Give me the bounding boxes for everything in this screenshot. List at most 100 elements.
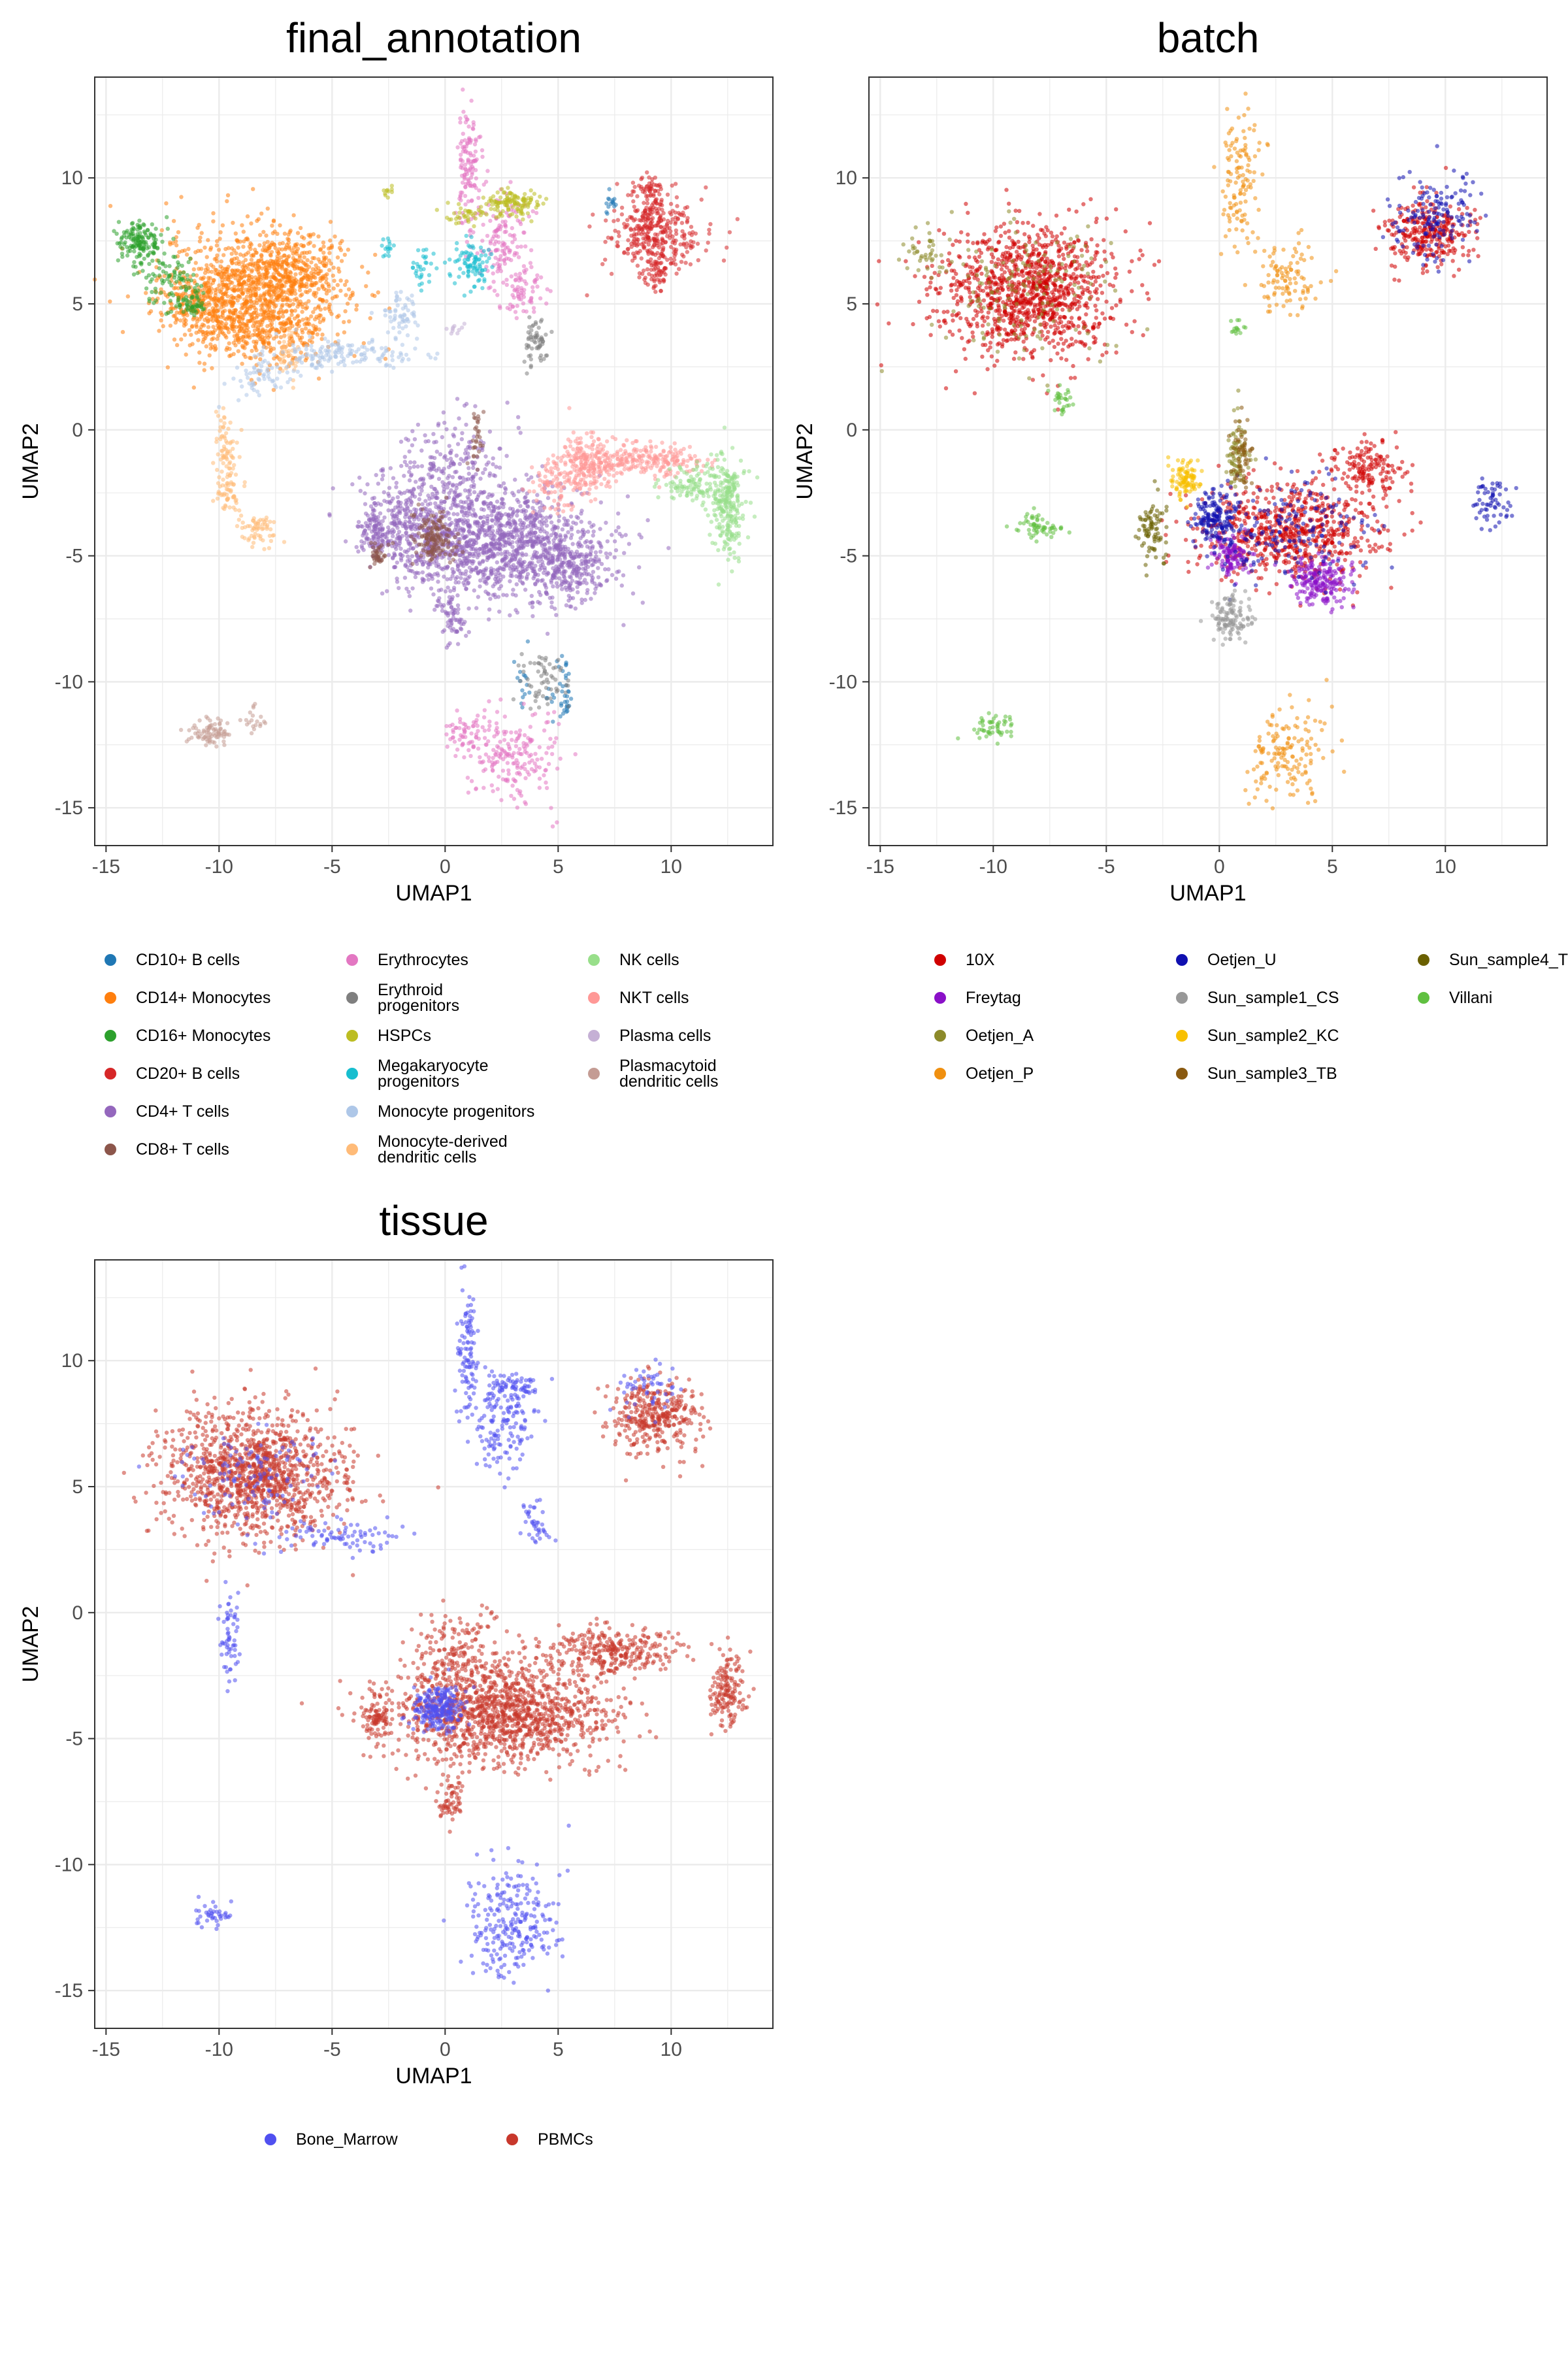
data-point bbox=[185, 313, 189, 317]
data-point bbox=[579, 437, 583, 440]
data-point bbox=[640, 176, 644, 180]
data-point bbox=[482, 515, 486, 519]
data-point bbox=[476, 570, 480, 574]
data-point bbox=[481, 559, 485, 563]
data-point bbox=[579, 536, 583, 540]
data-point bbox=[563, 480, 567, 484]
data-point bbox=[647, 242, 651, 246]
data-point bbox=[652, 183, 656, 187]
data-point bbox=[253, 329, 257, 333]
data-point bbox=[304, 301, 308, 305]
data-point bbox=[523, 513, 527, 517]
data-point bbox=[125, 245, 129, 249]
data-point bbox=[463, 488, 467, 492]
data-point bbox=[399, 464, 403, 468]
data-point bbox=[197, 361, 201, 365]
data-point bbox=[526, 639, 530, 643]
data-point bbox=[412, 521, 416, 525]
data-point bbox=[144, 240, 148, 244]
data-point bbox=[347, 320, 351, 323]
data-point bbox=[683, 261, 687, 265]
data-point bbox=[321, 274, 325, 278]
data-point bbox=[322, 263, 326, 267]
data-point bbox=[226, 277, 230, 281]
data-point bbox=[551, 693, 555, 697]
data-point bbox=[391, 514, 395, 518]
data-point bbox=[660, 237, 664, 240]
data-point bbox=[267, 282, 270, 286]
data-point bbox=[410, 429, 414, 433]
data-point bbox=[202, 337, 206, 341]
data-point bbox=[242, 229, 246, 233]
data-point bbox=[626, 193, 630, 197]
data-point bbox=[161, 324, 165, 328]
data-point bbox=[510, 512, 514, 516]
data-point bbox=[403, 455, 407, 459]
data-point bbox=[558, 557, 562, 561]
data-point bbox=[450, 567, 454, 571]
data-point bbox=[255, 314, 259, 318]
data-point bbox=[224, 335, 228, 339]
data-point bbox=[177, 263, 181, 267]
data-point bbox=[511, 587, 515, 591]
data-point bbox=[483, 533, 487, 537]
data-point bbox=[332, 286, 336, 290]
data-point bbox=[157, 273, 161, 277]
data-point bbox=[458, 462, 462, 466]
data-point bbox=[635, 240, 639, 244]
data-point bbox=[466, 452, 470, 455]
data-point bbox=[321, 251, 325, 255]
data-point bbox=[563, 461, 567, 465]
data-point bbox=[416, 465, 419, 469]
data-point bbox=[287, 318, 291, 322]
data-point bbox=[504, 563, 508, 567]
data-point bbox=[460, 431, 464, 435]
data-point bbox=[645, 518, 649, 522]
data-point bbox=[281, 311, 285, 315]
data-point bbox=[472, 540, 476, 544]
data-point bbox=[117, 220, 121, 224]
data-point bbox=[199, 314, 203, 318]
data-point bbox=[120, 246, 124, 250]
data-point bbox=[461, 572, 465, 576]
data-point bbox=[678, 212, 682, 216]
data-point bbox=[474, 606, 478, 610]
data-point bbox=[216, 308, 220, 312]
data-point bbox=[569, 604, 573, 608]
data-point bbox=[599, 501, 603, 504]
data-point bbox=[487, 461, 491, 465]
data-point bbox=[300, 277, 304, 281]
data-point bbox=[674, 272, 678, 276]
data-point bbox=[661, 254, 664, 258]
data-point bbox=[259, 304, 263, 308]
data-point bbox=[179, 278, 183, 282]
data-point bbox=[603, 257, 607, 261]
points bbox=[93, 88, 759, 829]
data-point bbox=[497, 595, 500, 599]
data-point bbox=[147, 311, 151, 315]
data-point bbox=[424, 507, 428, 511]
data-point bbox=[179, 337, 183, 341]
data-point bbox=[572, 431, 576, 435]
data-point bbox=[280, 284, 284, 288]
data-point bbox=[227, 330, 231, 334]
data-point bbox=[680, 221, 684, 225]
data-point bbox=[186, 247, 190, 251]
data-point bbox=[569, 536, 573, 540]
data-point bbox=[461, 480, 465, 484]
data-point bbox=[676, 217, 680, 221]
data-point bbox=[455, 630, 459, 634]
data-point bbox=[172, 219, 176, 223]
data-point bbox=[631, 199, 635, 203]
data-point bbox=[585, 591, 589, 595]
data-point bbox=[655, 273, 659, 277]
data-point bbox=[736, 217, 740, 221]
data-point bbox=[275, 328, 279, 332]
data-point bbox=[503, 491, 507, 495]
data-point bbox=[162, 301, 166, 305]
data-point bbox=[495, 579, 498, 583]
data-point bbox=[410, 586, 414, 590]
data-point bbox=[190, 342, 194, 346]
data-point bbox=[437, 588, 441, 592]
data-point bbox=[508, 567, 512, 570]
